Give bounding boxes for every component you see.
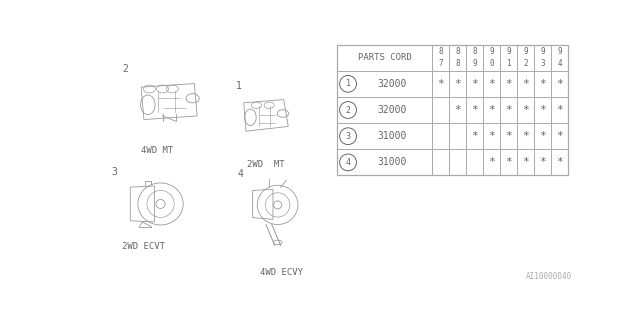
Text: *: *: [505, 105, 512, 115]
Text: *: *: [437, 79, 444, 89]
Text: *: *: [522, 157, 529, 167]
Text: 9: 9: [524, 47, 528, 56]
Bar: [337, 44, 568, 175]
Text: 31000: 31000: [378, 157, 407, 167]
Text: *: *: [522, 131, 529, 141]
Text: *: *: [540, 79, 546, 89]
Text: 3: 3: [111, 167, 117, 177]
Text: 4: 4: [237, 169, 243, 179]
Text: *: *: [556, 157, 563, 167]
Text: AI10000040: AI10000040: [526, 272, 572, 281]
Text: 2WD ECVT: 2WD ECVT: [122, 243, 165, 252]
Text: *: *: [454, 105, 461, 115]
Text: 2: 2: [346, 106, 351, 115]
Text: 8: 8: [455, 47, 460, 56]
Text: *: *: [454, 79, 461, 89]
Text: *: *: [505, 157, 512, 167]
Text: *: *: [540, 157, 546, 167]
Text: *: *: [556, 131, 563, 141]
Text: 31000: 31000: [378, 131, 407, 141]
Text: 4: 4: [346, 158, 351, 167]
Text: *: *: [488, 79, 495, 89]
Text: 2: 2: [524, 59, 528, 68]
Text: PARTS CORD: PARTS CORD: [358, 53, 412, 62]
Text: 0: 0: [490, 59, 494, 68]
Text: 9: 9: [490, 47, 494, 56]
Text: 8: 8: [472, 47, 477, 56]
Text: 4: 4: [557, 59, 562, 68]
Text: 9: 9: [557, 47, 562, 56]
Text: 32000: 32000: [378, 79, 407, 89]
Text: 9: 9: [540, 47, 545, 56]
Text: *: *: [488, 105, 495, 115]
Text: *: *: [488, 131, 495, 141]
Text: 4WD ECVY: 4WD ECVY: [260, 268, 303, 277]
Text: *: *: [471, 105, 478, 115]
Text: *: *: [522, 105, 529, 115]
Text: 32000: 32000: [378, 105, 407, 115]
Text: *: *: [556, 79, 563, 89]
Text: 2: 2: [122, 64, 128, 74]
Text: 1: 1: [236, 81, 242, 91]
Text: 4WD MT: 4WD MT: [141, 146, 173, 155]
Text: *: *: [471, 131, 478, 141]
Text: 3: 3: [540, 59, 545, 68]
Text: 9: 9: [472, 59, 477, 68]
Text: 1: 1: [506, 59, 511, 68]
Text: *: *: [505, 79, 512, 89]
Text: 8: 8: [455, 59, 460, 68]
Text: 7: 7: [438, 59, 443, 68]
Text: 2WD  MT: 2WD MT: [247, 160, 285, 169]
Text: *: *: [505, 131, 512, 141]
Text: 8: 8: [438, 47, 443, 56]
Text: *: *: [488, 157, 495, 167]
Text: *: *: [471, 79, 478, 89]
Text: *: *: [556, 105, 563, 115]
Text: *: *: [540, 105, 546, 115]
Text: 3: 3: [346, 132, 351, 141]
Text: *: *: [522, 79, 529, 89]
Text: 1: 1: [346, 79, 351, 88]
Text: 9: 9: [506, 47, 511, 56]
Text: *: *: [540, 131, 546, 141]
